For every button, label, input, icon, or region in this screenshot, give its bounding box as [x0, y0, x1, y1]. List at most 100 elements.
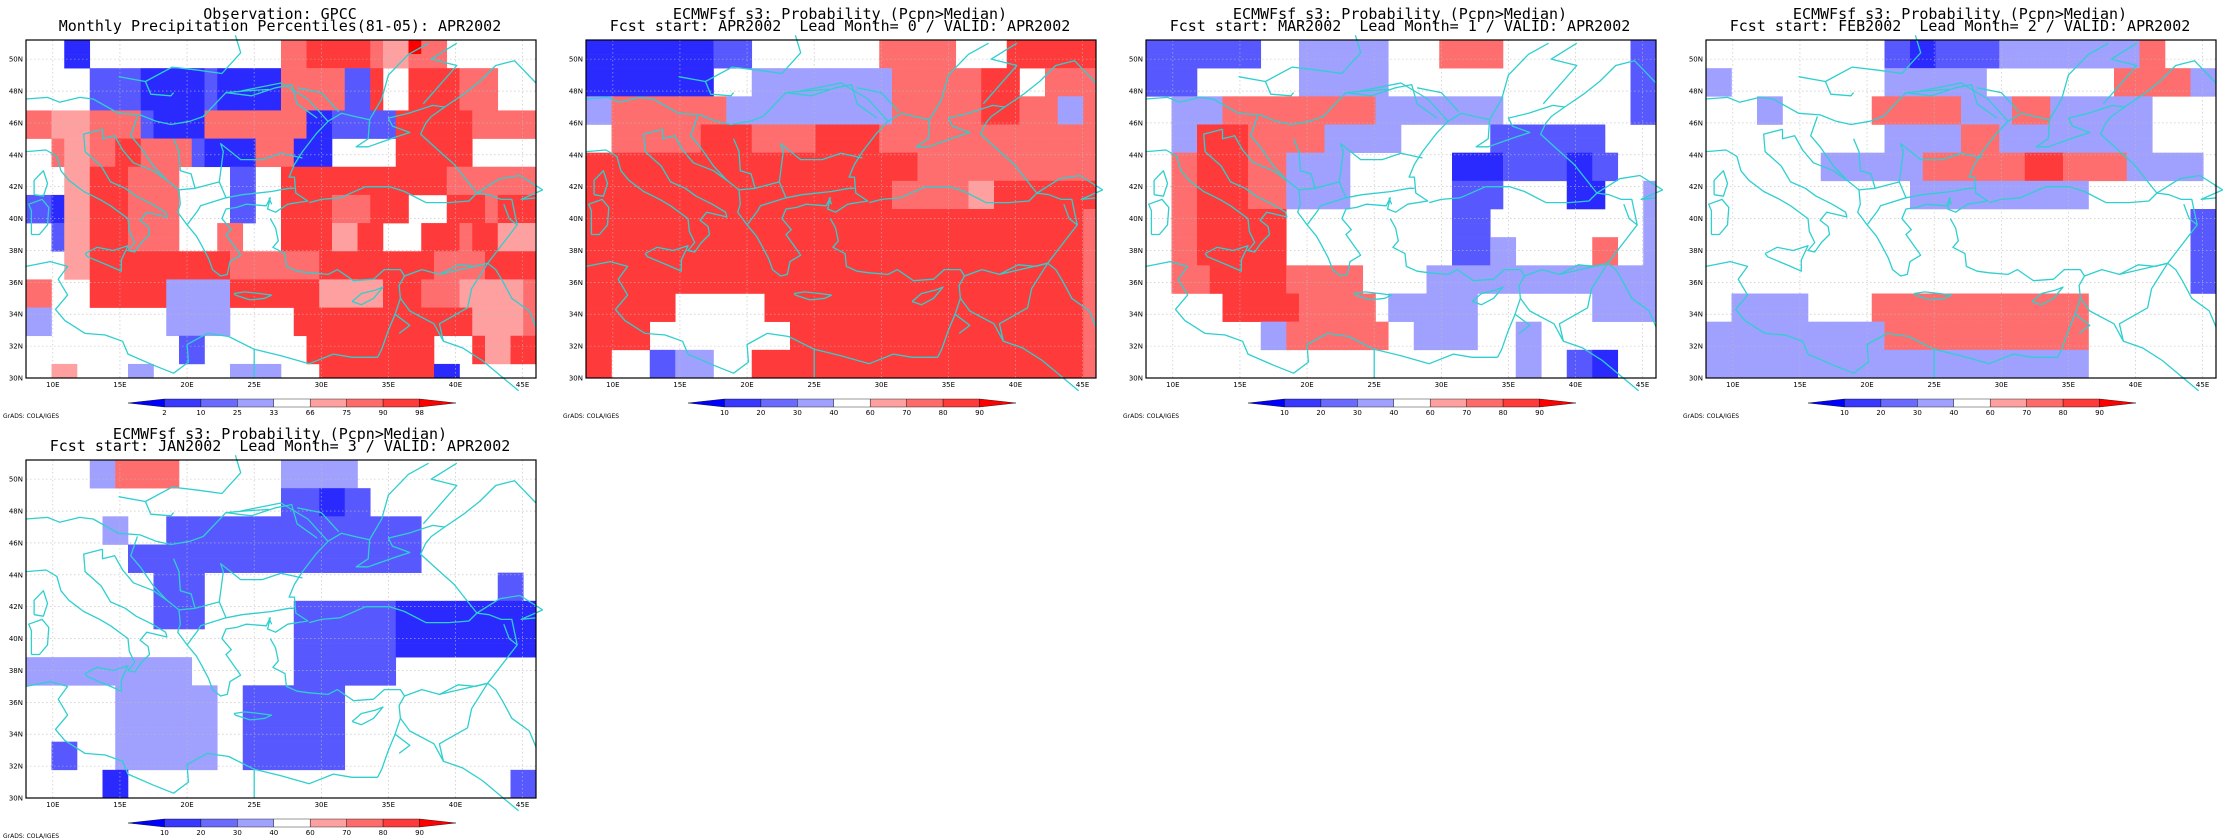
- precip-cell: [230, 166, 244, 182]
- precip-cell: [1452, 152, 1466, 168]
- precip-cell: [293, 110, 307, 125]
- colorbar-label: 66: [306, 409, 315, 417]
- precip-cell: [751, 363, 765, 379]
- precip-cell: [2139, 124, 2153, 139]
- precip-cell: [140, 152, 154, 168]
- precip-cell: [726, 237, 740, 252]
- longitude-label: 30E: [315, 381, 328, 389]
- precip-cell: [981, 124, 995, 139]
- precip-cell: [332, 124, 346, 139]
- precip-cell: [1961, 335, 1975, 351]
- precip-cell: [281, 237, 295, 252]
- precip-cell: [879, 54, 893, 69]
- precip-cell: [77, 166, 91, 182]
- coastlines: [585, 35, 1104, 392]
- precip-cell: [306, 180, 320, 196]
- precip-cell: [1439, 307, 1453, 322]
- precip-cell: [2063, 349, 2077, 365]
- precip-cell: [357, 530, 371, 545]
- precip-cell: [1032, 307, 1046, 322]
- precip-cell: [1986, 124, 2000, 139]
- precip-cell: [981, 82, 995, 97]
- precip-cell: [446, 209, 460, 224]
- precip-cell: [230, 237, 244, 252]
- precip-cell: [332, 82, 346, 97]
- precip-cell: [242, 209, 256, 224]
- precip-cell: [166, 586, 180, 602]
- precip-cell: [1961, 138, 1975, 153]
- precip-cell: [1452, 180, 1466, 196]
- precip-cell: [1019, 223, 1033, 238]
- precip-cell: [1884, 124, 1898, 139]
- precip-cell: [319, 251, 333, 266]
- colorbar-label: 25: [233, 409, 242, 417]
- colorbar: 10 20 30 40 60 70 80 90: [1247, 398, 1577, 417]
- longitude-label: 40E: [449, 801, 462, 809]
- precip-cell: [1273, 152, 1287, 168]
- precip-cell: [319, 488, 333, 503]
- precip-cell: [598, 363, 612, 379]
- coastline: [1858, 181, 1975, 199]
- precip-cell: [204, 321, 218, 337]
- precip-cell: [1171, 54, 1185, 69]
- precip-cell: [64, 251, 78, 266]
- precip-cell: [332, 307, 346, 322]
- precip-cell: [179, 96, 193, 111]
- precip-cell: [281, 251, 295, 266]
- precip-cell: [968, 279, 982, 294]
- precip-cell: [446, 124, 460, 139]
- coastline: [268, 197, 273, 205]
- precip-cell: [191, 82, 205, 97]
- coastlines: [1705, 35, 2224, 392]
- precip-cell: [485, 307, 499, 322]
- precip-cell: [383, 251, 397, 266]
- precip-cell: [1528, 124, 1542, 139]
- precip-cell: [1859, 152, 1873, 168]
- precip-cell: [1273, 251, 1287, 266]
- precip-cell: [866, 209, 880, 224]
- precip-cell: [153, 96, 167, 111]
- precip-cell: [726, 138, 740, 153]
- precip-cell: [1503, 138, 1517, 153]
- precip-cell: [1541, 279, 1555, 294]
- precip-cell: [1184, 138, 1198, 153]
- precip-cell: [2024, 363, 2038, 379]
- precip-cell: [459, 180, 473, 196]
- precip-cell: [128, 685, 142, 700]
- precip-cell: [1070, 335, 1084, 351]
- precip-cell: [497, 572, 511, 588]
- precip-cell: [115, 657, 129, 672]
- precip-cell: [153, 713, 167, 728]
- precip-cell: [1311, 96, 1325, 111]
- precip-cell: [904, 82, 918, 97]
- precip-cell: [255, 516, 269, 531]
- precip-cell: [306, 474, 320, 489]
- precip-cell: [383, 279, 397, 294]
- precip-cell: [1592, 152, 1606, 168]
- colorbar-segment: [760, 398, 798, 408]
- longitude-label: 10E: [46, 801, 59, 809]
- precip-cell: [700, 223, 714, 238]
- precip-cell: [281, 474, 295, 489]
- precip-cell: [1070, 363, 1084, 379]
- precip-cell: [1209, 180, 1223, 196]
- precip-cell: [815, 166, 829, 182]
- precip-cell: [853, 251, 867, 266]
- precip-cell: [930, 82, 944, 97]
- precip-cell: [306, 727, 320, 742]
- precip-cell: [2075, 138, 2089, 153]
- colorbar-segment: [1393, 398, 1431, 408]
- precip-cell: [1299, 152, 1313, 168]
- precip-cell: [217, 96, 231, 111]
- precip-cell: [649, 363, 663, 379]
- precip-cell: [2012, 96, 2026, 111]
- precip-cell: [230, 223, 244, 238]
- precip-cell: [395, 279, 409, 294]
- precip-cell: [421, 629, 435, 644]
- precip-cell: [1986, 321, 2000, 337]
- precip-cell: [2063, 180, 2077, 196]
- coastline: [33, 590, 49, 617]
- colorbar-segment: [2026, 398, 2064, 408]
- precip-cell: [930, 363, 944, 379]
- precip-cell: [166, 138, 180, 153]
